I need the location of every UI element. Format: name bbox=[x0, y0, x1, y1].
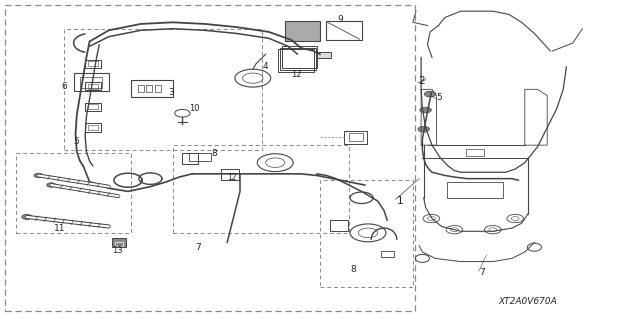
Text: 12: 12 bbox=[227, 173, 237, 182]
Bar bbox=[88, 84, 98, 89]
Text: 8: 8 bbox=[351, 265, 356, 274]
Text: 5: 5 bbox=[74, 137, 79, 146]
Circle shape bbox=[22, 214, 32, 219]
Bar bbox=[16, 153, 131, 233]
Bar bbox=[64, 29, 262, 150]
Text: 2: 2 bbox=[419, 76, 425, 86]
Bar bbox=[182, 153, 198, 164]
Circle shape bbox=[418, 126, 429, 132]
Bar bbox=[466, 149, 484, 156]
Bar bbox=[173, 145, 349, 233]
Bar bbox=[85, 103, 101, 111]
Bar bbox=[282, 46, 317, 68]
Bar bbox=[80, 77, 102, 88]
Text: 9: 9 bbox=[337, 15, 343, 24]
Bar bbox=[85, 60, 101, 68]
Text: 3: 3 bbox=[168, 88, 174, 97]
Bar bbox=[5, 5, 415, 311]
Bar bbox=[326, 21, 362, 40]
Bar bbox=[344, 131, 367, 144]
Text: 6: 6 bbox=[61, 82, 67, 91]
Bar bbox=[74, 73, 109, 91]
Bar bbox=[221, 169, 239, 180]
Bar bbox=[88, 104, 98, 109]
Text: 7: 7 bbox=[479, 268, 484, 277]
Bar bbox=[189, 153, 211, 161]
Bar bbox=[317, 52, 331, 58]
Circle shape bbox=[47, 183, 56, 187]
Bar bbox=[155, 85, 161, 92]
Text: XT2A0V670A: XT2A0V670A bbox=[499, 297, 557, 306]
Bar bbox=[146, 85, 152, 92]
Bar bbox=[131, 80, 173, 97]
Bar bbox=[112, 238, 126, 247]
Text: 1: 1 bbox=[397, 196, 403, 206]
Circle shape bbox=[424, 91, 436, 97]
Text: 8: 8 bbox=[211, 149, 217, 158]
Bar bbox=[88, 125, 98, 130]
Bar bbox=[349, 133, 363, 141]
Bar bbox=[115, 242, 123, 246]
Bar bbox=[85, 82, 101, 90]
Text: 11: 11 bbox=[54, 224, 66, 233]
Bar bbox=[447, 182, 503, 198]
Bar bbox=[85, 123, 101, 132]
Text: 7: 7 bbox=[195, 243, 201, 252]
Text: 4: 4 bbox=[262, 63, 268, 71]
Bar bbox=[278, 49, 314, 72]
Text: 5: 5 bbox=[436, 93, 442, 102]
Text: 10: 10 bbox=[189, 104, 199, 113]
Bar bbox=[330, 220, 348, 231]
Bar bbox=[280, 48, 316, 70]
Bar bbox=[381, 251, 394, 257]
Text: 12: 12 bbox=[291, 70, 301, 79]
Bar bbox=[320, 180, 413, 287]
Bar bbox=[88, 61, 98, 66]
Bar bbox=[138, 85, 144, 92]
Bar bbox=[285, 21, 320, 41]
Text: 13: 13 bbox=[112, 246, 123, 255]
Circle shape bbox=[420, 107, 431, 113]
Circle shape bbox=[34, 173, 43, 178]
